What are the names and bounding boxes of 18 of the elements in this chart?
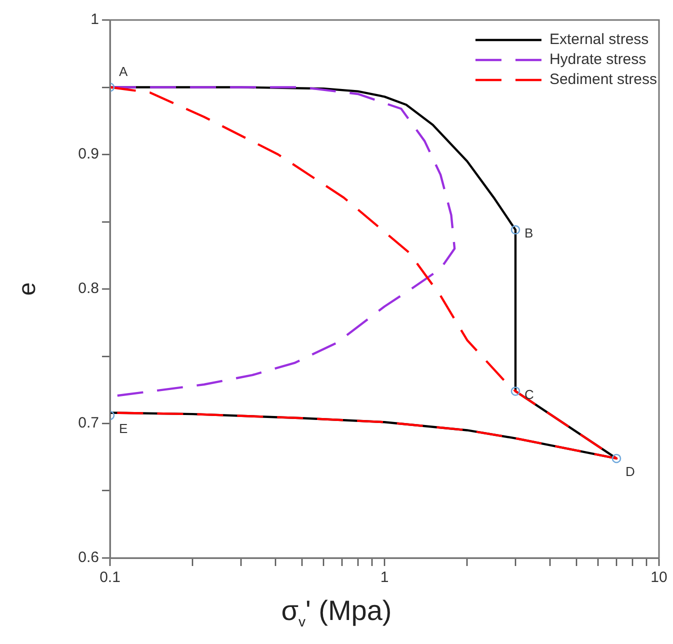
legend-label: Hydrate stress	[549, 51, 646, 68]
legend-label: Sediment stress	[549, 71, 658, 88]
x-tick-label: 10	[650, 569, 668, 586]
annotation: C	[524, 386, 534, 402]
y-tick-label: 1	[90, 11, 99, 28]
x-tick-label: 0.1	[100, 569, 120, 586]
y-tick-label: 0.9	[78, 146, 99, 163]
x-axis-title: σ$_{v}$' (Mpa)	[280, 595, 393, 630]
annotation: E	[119, 421, 128, 436]
annotation: D	[625, 464, 635, 480]
y-tick-label: 0.8	[78, 280, 99, 298]
y-tick-label: 0.7	[78, 414, 99, 432]
annotation: A	[119, 64, 128, 79]
legend-label: External stress	[549, 31, 649, 48]
x-tick-label: 1	[380, 569, 389, 586]
y-tick-label: 0.6	[78, 549, 99, 566]
annotation: B	[524, 225, 534, 240]
y-axis-title: e	[14, 282, 42, 296]
